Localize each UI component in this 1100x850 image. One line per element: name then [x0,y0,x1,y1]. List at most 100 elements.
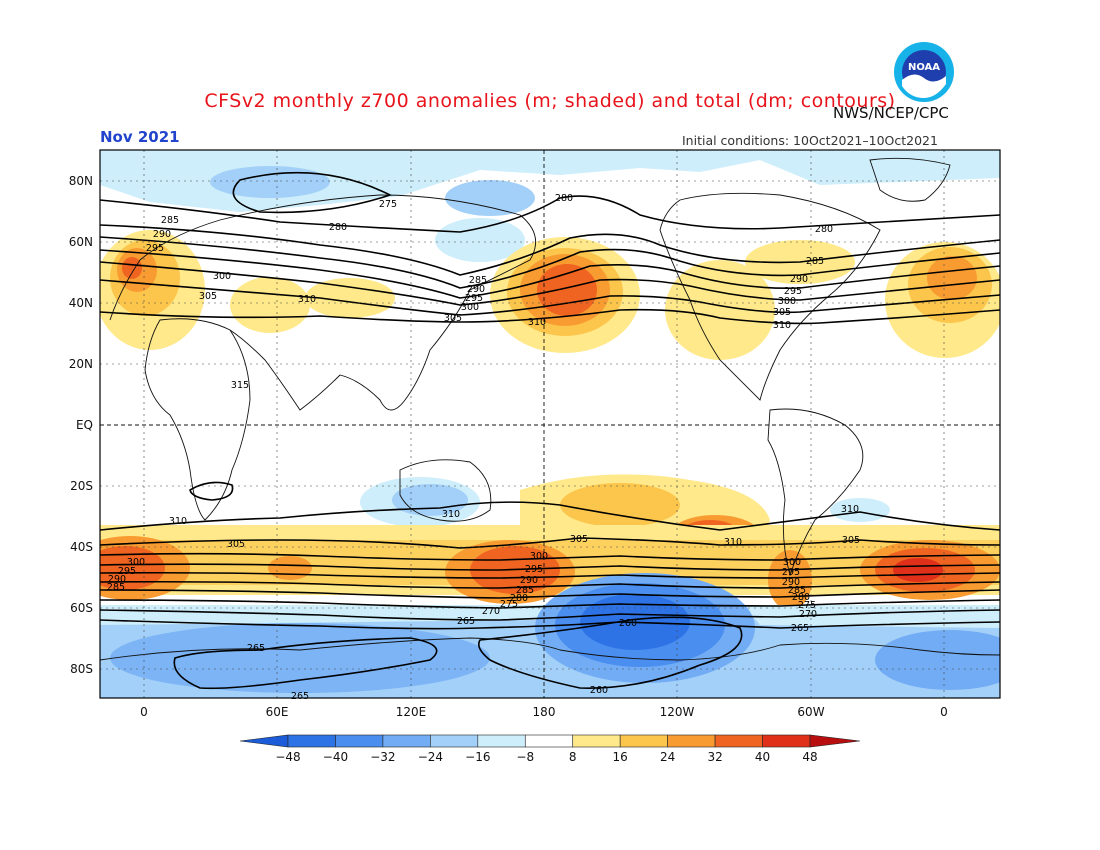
contour-label: 290 [153,229,171,240]
contour-label: 265 [457,616,475,627]
latitude-label: 60N [69,235,93,249]
colorbar-box [524,734,574,748]
contour-label: 300 [530,551,548,562]
contour-label: 300 [461,302,479,313]
colorbar: −48 −40 −32 −24 −16 −8 8 16 24 32 40 48 [239,734,861,764]
contour-label: 310 [773,320,791,331]
contour-label: 280 [555,193,573,204]
contour-line [100,609,1000,621]
colorbar-box [335,734,384,748]
colorbar-box [430,734,479,748]
contour-label: 285 [107,582,125,593]
colorbar-tick-label: −16 [465,750,490,764]
colorbar-tick-label: −8 [516,750,534,764]
noaa-logo-text: NOAA [908,62,940,73]
colorbar-box [714,734,763,748]
month-label: Nov 2021 [100,128,180,146]
colorbar-tick-label: 40 [755,750,770,764]
anomaly-area-arctic-negative [210,166,330,198]
contour-label: 305 [444,313,462,324]
latitude-label: 20S [70,479,93,493]
contour-label: 290 [782,577,800,588]
contour-label: 300 [778,296,796,307]
contour-label: 305 [227,539,245,550]
latitude-label: 80N [69,174,93,188]
contour-label: 295 [525,564,543,575]
contour-line [100,580,1000,589]
contours [100,171,1000,690]
colorbar-box [287,734,336,748]
contour-label: 305 [199,291,217,302]
contour-label: 310 [724,537,742,548]
latitude-label: 20N [69,357,93,371]
contour-label: 275 [798,600,816,611]
contour-line [100,195,1000,233]
contour-line [100,279,1000,316]
contour-line [100,501,1000,531]
noaa-logo: NOAA [894,42,954,102]
colorbar-tick-label: 32 [707,750,722,764]
colorbar-tick-label: 16 [613,750,628,764]
contour-line [100,236,1000,289]
longitude-label: 120W [660,705,695,719]
coastline-australia [399,459,492,522]
contour-label: 295 [784,286,802,297]
coastline-africa [144,318,251,521]
colorbar-box [477,734,526,748]
contour-label: 310 [169,516,187,527]
coastline-eurasia [109,194,537,411]
contour-label: 290 [790,274,808,285]
contour-label: 265 [291,691,309,702]
anomaly-area-north-atlantic [927,256,977,300]
longitude-label: 180 [533,705,556,719]
anomaly-area-antarctic [110,623,490,693]
map-frame [99,149,1001,699]
anomaly-area-asia [305,278,395,318]
contour-line [477,616,743,689]
anomaly-area-south-atlantic [268,556,312,580]
contour-label: 310 [528,317,546,328]
contour-label: 295 [465,293,483,304]
contour-label: 310 [298,294,316,305]
contour-label: 300 [213,271,231,282]
longitude-label: 120E [396,705,427,719]
contour-label: 260 [619,618,637,629]
contour-line [100,552,1000,561]
contour-label: 285 [806,256,824,267]
contour-line [173,637,438,690]
contour-label: 285 [161,215,179,226]
contour-label: 280 [815,224,833,235]
latitude-label: 60S [70,601,93,615]
contour-line [100,571,1000,579]
colorbar-box [382,734,431,748]
colorbar-tick-label: 48 [802,750,817,764]
longitude-label: 60E [266,705,289,719]
colorbar-tick-label: −24 [418,750,443,764]
contour-label: 285 [788,585,806,596]
initial-conditions-label: Initial conditions: 10Oct2021–10Oct2021 [682,133,938,148]
contour-label: 305 [570,534,588,545]
longitude-label: 0 [940,705,948,719]
contour-label: 285 [469,275,487,286]
chart-title: CFSv2 monthly z700 anomalies (m; shaded)… [204,90,896,112]
anomaly-area-south-atlantic-east [893,558,943,582]
colorbar-box [572,734,621,748]
contour-line [100,599,1000,609]
contour-line [189,481,234,501]
contour-label: 265 [791,623,809,634]
contour-label: 290 [108,574,126,585]
contour-label: 260 [590,685,608,696]
anomaly-area-south-pacific [560,483,680,527]
anomaly-area-north-america [665,260,775,360]
colorbar-tick-label: −48 [275,750,300,764]
colorbar-arrow-right [809,734,861,748]
contour-label: 295 [118,566,136,577]
latitude-label: EQ [76,418,93,432]
anomaly-area-arctic [100,150,1000,212]
colorbar-tick-label: −40 [323,750,348,764]
contour-line [100,261,1000,306]
contour-labels: 275 280 280 280 285 290 295 300 305 310 … [107,193,860,702]
contour-label: 280 [792,592,810,603]
contour-line [100,589,1000,599]
